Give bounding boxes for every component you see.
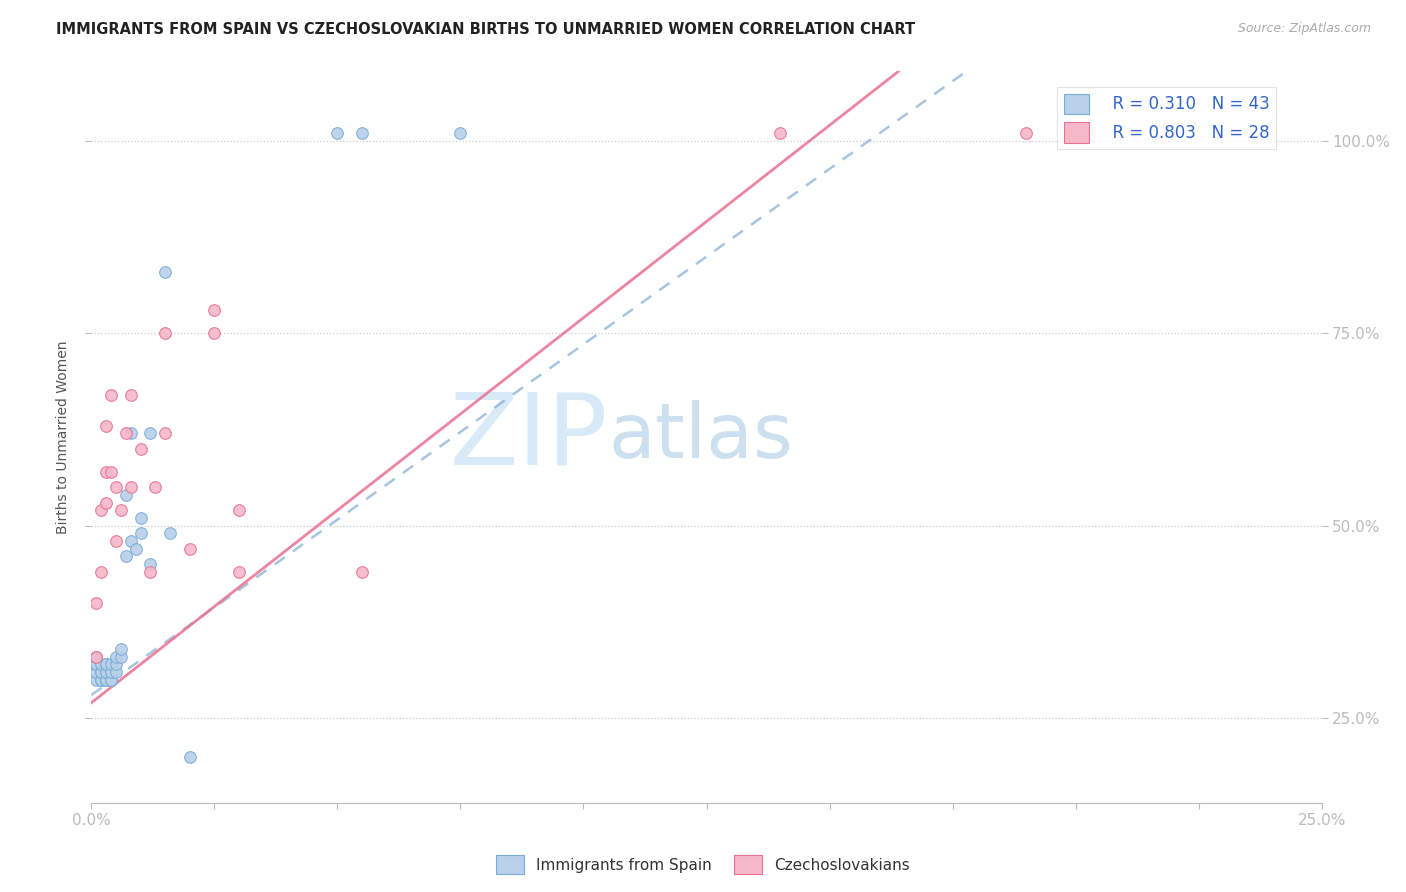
Point (100, 388, 122, 402)
Point (100, 673, 122, 687)
Point (90, 665, 112, 679)
Point (90, 565, 112, 579)
Point (110, 641, 132, 656)
Point (153, 426, 177, 441)
Text: Source: ZipAtlas.com: Source: ZipAtlas.com (1237, 22, 1371, 36)
Point (96, 673, 117, 687)
Point (139, 426, 162, 441)
Point (105, 665, 127, 679)
Point (120, 388, 142, 402)
Point (202, 303, 225, 318)
Point (326, 126, 349, 140)
Point (110, 503, 132, 517)
Point (96, 418, 117, 433)
Point (179, 541, 201, 556)
Point (120, 426, 142, 441)
Point (1015, 126, 1038, 140)
Point (105, 657, 127, 672)
Point (86, 596, 108, 610)
Point (86, 665, 108, 679)
Point (153, 326, 177, 340)
Text: IMMIGRANTS FROM SPAIN VS CZECHOSLOVAKIAN BIRTHS TO UNMARRIED WOMEN CORRELATION C: IMMIGRANTS FROM SPAIN VS CZECHOSLOVAKIAN… (56, 22, 915, 37)
Point (96, 673, 117, 687)
Point (110, 649, 132, 664)
Point (114, 549, 138, 564)
Point (202, 326, 225, 340)
Point (96, 495, 117, 509)
Point (96, 465, 117, 479)
Point (228, 503, 250, 517)
Legend: Immigrants from Spain, Czechoslovakians: Immigrants from Spain, Czechoslovakians (489, 849, 917, 880)
Point (96, 665, 117, 679)
Point (90, 673, 112, 687)
Point (120, 534, 142, 549)
Point (86, 657, 108, 672)
Point (139, 565, 162, 579)
Point (96, 657, 117, 672)
Text: ZIP: ZIP (450, 389, 607, 485)
Point (352, 126, 374, 140)
Point (352, 565, 374, 579)
Point (90, 503, 112, 517)
Point (100, 657, 122, 672)
Point (100, 465, 122, 479)
Point (96, 673, 117, 687)
Point (179, 749, 201, 764)
Point (449, 126, 471, 140)
Point (90, 657, 112, 672)
Point (114, 488, 138, 502)
Point (86, 649, 108, 664)
Point (129, 442, 152, 456)
Point (86, 657, 108, 672)
Point (105, 534, 127, 549)
Point (139, 557, 162, 571)
Point (105, 649, 127, 664)
Point (100, 665, 122, 679)
Point (96, 665, 117, 679)
Point (100, 673, 122, 687)
Point (86, 673, 108, 687)
Point (100, 665, 122, 679)
Point (159, 526, 181, 541)
Point (120, 480, 142, 494)
Legend:   R = 0.310   N = 43,   R = 0.803   N = 28: R = 0.310 N = 43, R = 0.803 N = 28 (1057, 87, 1277, 149)
Point (90, 673, 112, 687)
Point (86, 649, 108, 664)
Point (90, 665, 112, 679)
Point (105, 480, 127, 494)
Point (228, 565, 250, 579)
Text: atlas: atlas (607, 401, 793, 474)
Point (124, 541, 146, 556)
Point (114, 426, 138, 441)
Y-axis label: Births to Unmarried Women: Births to Unmarried Women (56, 341, 70, 533)
Point (153, 264, 177, 278)
Point (86, 657, 108, 672)
Point (96, 657, 117, 672)
Point (769, 126, 792, 140)
Point (129, 526, 152, 541)
Point (145, 480, 166, 494)
Point (129, 511, 152, 525)
